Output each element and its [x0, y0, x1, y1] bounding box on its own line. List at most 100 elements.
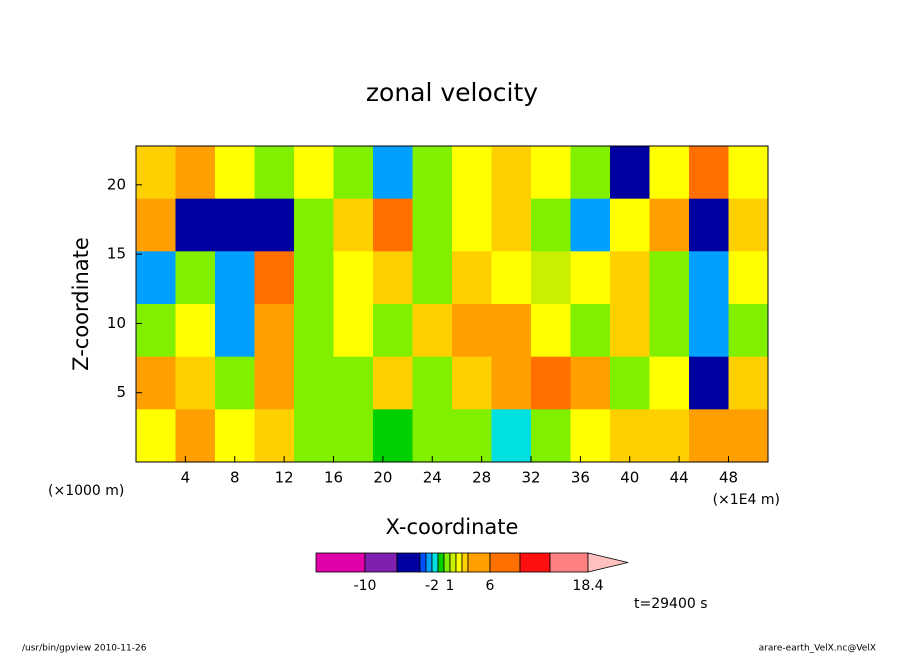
colorbar-extension — [587, 552, 629, 573]
field-cell — [254, 409, 295, 463]
field-cell — [294, 304, 334, 358]
field-cell — [728, 146, 769, 200]
field-cell — [254, 146, 295, 200]
field-cell — [491, 251, 532, 305]
field-cell — [649, 409, 690, 463]
field-cell — [175, 304, 216, 358]
colorbar-box — [467, 552, 491, 573]
field-cell — [649, 304, 690, 358]
field-cell — [570, 146, 611, 200]
field-cell — [452, 409, 492, 463]
field-cell — [412, 198, 453, 252]
x-tick-label: 36 — [571, 469, 590, 487]
colorbar-tick-label: 1 — [446, 578, 455, 594]
field-cell — [215, 146, 255, 200]
x-tick-label: 16 — [324, 469, 343, 487]
colorbar-box — [449, 552, 457, 573]
field-cell — [373, 198, 413, 252]
field-cell — [570, 304, 611, 358]
field-cell — [412, 146, 453, 200]
colorbar-box — [519, 552, 551, 573]
footer-left: /usr/bin/gpview 2010-11-26 — [22, 644, 147, 654]
colorbar-box — [425, 552, 433, 573]
field-cell — [610, 409, 650, 463]
field-cell — [333, 409, 374, 463]
field-cell — [215, 409, 255, 463]
y-tick-label: 10 — [107, 314, 126, 332]
field-cell — [175, 251, 216, 305]
field-cell — [373, 251, 413, 305]
x-tick-label: 44 — [670, 469, 689, 487]
field-cell — [649, 198, 690, 252]
field-cell — [610, 198, 650, 252]
field-cell — [491, 146, 532, 200]
field-cell — [136, 198, 176, 252]
field-cell — [452, 146, 492, 200]
field-cell — [136, 251, 176, 305]
field-cell — [136, 146, 176, 200]
field-cell — [175, 409, 216, 463]
field-cell — [689, 409, 729, 463]
field-cell — [728, 409, 769, 463]
colorbar-box — [455, 552, 463, 573]
y-tick-label: 5 — [116, 383, 126, 401]
field-cell — [412, 304, 453, 358]
x-tick-label: 20 — [373, 469, 392, 487]
colorbar-box — [549, 552, 589, 573]
colorbar-box — [443, 552, 451, 573]
colorbar-tick-label: -2 — [425, 578, 439, 594]
field-cell — [689, 304, 729, 358]
field-cell — [373, 356, 413, 410]
field-cell — [294, 356, 334, 410]
field-cell — [570, 409, 611, 463]
field-cell — [531, 356, 571, 410]
field-cell — [373, 304, 413, 358]
field-cell — [689, 146, 729, 200]
field-cell — [373, 146, 413, 200]
field-cell — [491, 304, 532, 358]
field-cell — [491, 409, 532, 463]
field-cell — [689, 251, 729, 305]
field-cell — [136, 356, 176, 410]
field-cell — [728, 304, 769, 358]
field-cell — [215, 251, 255, 305]
field-cell — [254, 251, 295, 305]
field-cell — [175, 146, 216, 200]
field-cell — [333, 198, 374, 252]
colorbar-box — [489, 552, 521, 573]
field-cell — [531, 146, 571, 200]
field-cell — [728, 356, 769, 410]
x-unit: (×1E4 m) — [713, 492, 780, 508]
time-label: t=29400 s — [634, 596, 708, 612]
field-cell — [412, 356, 453, 410]
field-cell — [531, 251, 571, 305]
field-cell — [294, 198, 334, 252]
field-cell — [175, 356, 216, 410]
field-cell — [610, 304, 650, 358]
x-tick-label: 40 — [620, 469, 639, 487]
footer-right: arare-earth_VelX.nc@VelX — [759, 644, 876, 654]
field-cell — [254, 304, 295, 358]
field-cell — [610, 356, 650, 410]
colorbar-tick-label: -10 — [354, 578, 377, 594]
field-cell — [570, 251, 611, 305]
field-cell — [649, 251, 690, 305]
field-cell — [491, 356, 532, 410]
field-cell — [412, 409, 453, 463]
colorbar-tick-label: 18.4 — [572, 578, 603, 594]
field-cell — [452, 304, 492, 358]
field-cell — [136, 304, 176, 358]
field-cell — [175, 198, 216, 252]
field-cell — [610, 146, 650, 200]
field-cell — [689, 198, 729, 252]
colorbar-box — [431, 552, 439, 573]
chart-title: zonal velocity — [366, 78, 538, 107]
x-tick-label: 32 — [521, 469, 540, 487]
y-tick-label: 15 — [107, 245, 126, 263]
field-cell — [254, 356, 295, 410]
field-cell — [333, 251, 374, 305]
colorbar-box — [396, 552, 421, 573]
x-tick-label: 8 — [230, 469, 240, 487]
x-tick-label: 28 — [472, 469, 491, 487]
field-cell — [728, 198, 769, 252]
